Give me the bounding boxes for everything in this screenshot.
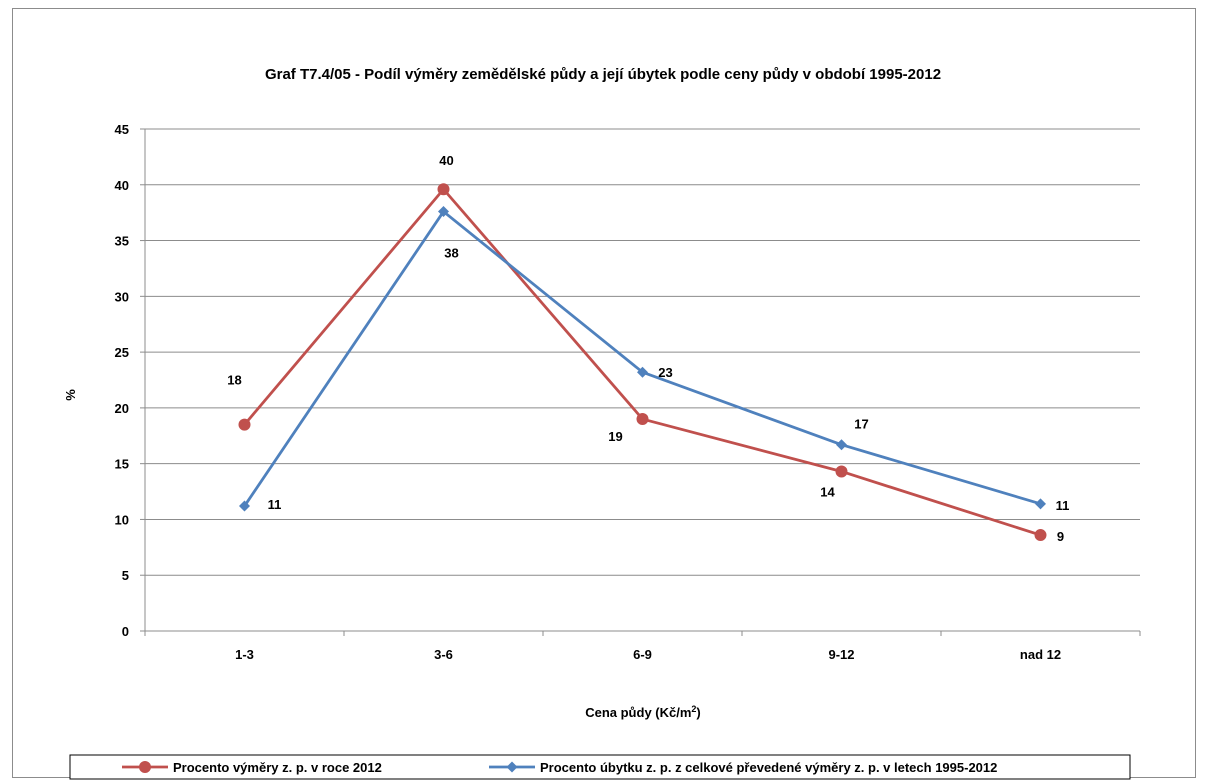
y-tick-label: 0: [122, 624, 129, 639]
y-tick-label: 25: [115, 345, 129, 360]
legend-item-1: Procento výměry z. p. v roce 2012: [122, 760, 382, 775]
x-tick-label: 6-9: [633, 647, 652, 662]
legend: Procento výměry z. p. v roce 2012 Procent…: [69, 754, 1131, 780]
y-tick-label: 15: [115, 457, 129, 472]
y-axis-label: %: [63, 389, 78, 401]
series-1: 18 40 19 14 9: [227, 153, 1064, 544]
y-tick-label: 45: [115, 122, 129, 137]
chart-title: Graf T7.4/05 - Podíl výměry zemědělské p…: [265, 66, 941, 83]
data-point: [637, 366, 648, 378]
x-tick-label: 1-3: [235, 647, 254, 662]
data-point: [437, 183, 450, 196]
legend-marker: [506, 761, 518, 773]
y-tick-label: 10: [115, 512, 129, 527]
data-point: [636, 413, 649, 426]
legend-box: [69, 754, 1131, 780]
data-label: 18: [227, 373, 241, 388]
data-label: 9: [1057, 529, 1064, 544]
x-axis-label: Cena půdy (Kč/m2): [585, 704, 701, 720]
legend-label: Procento výměry z. p. v roce 2012: [173, 760, 382, 775]
data-label: 38: [444, 246, 458, 261]
x-tick-label: 3-6: [434, 647, 453, 662]
y-tick-label: 40: [115, 178, 129, 193]
chart-frame: [12, 8, 1196, 778]
data-point: [835, 465, 848, 478]
legend-item-2: Procento úbytku z. p. z celkové převeden…: [489, 760, 997, 775]
series-line: [243, 187, 1041, 537]
x-tick-label: nad 12: [1020, 647, 1061, 662]
y-tick-label: 35: [115, 234, 129, 249]
tick-labels: 0 5 10 15 20 25 30 35 40 45 1-3 3-6 6-9 9-12 nad 12: [115, 122, 1062, 662]
series-group: 18 40 19 14 9 11 38 23 17 11: [227, 153, 1069, 544]
data-point: [438, 206, 449, 218]
data-label: 40: [439, 153, 453, 168]
legend-label: Procento úbytku z. p. z celkové převeden…: [540, 760, 997, 775]
data-label: 11: [268, 497, 282, 512]
data-label: 17: [854, 417, 868, 432]
data-point: [1035, 498, 1046, 510]
data-point: [239, 500, 250, 512]
legend-marker: [139, 761, 151, 773]
data-label: 14: [820, 484, 835, 499]
y-tick-label: 20: [115, 401, 129, 416]
gridlines: [145, 128, 1140, 576]
x-tick-label: 9-12: [828, 647, 854, 662]
data-label: 11: [1056, 498, 1070, 513]
series-line: [243, 210, 1041, 507]
data-label: 19: [608, 429, 622, 444]
axes: [140, 128, 1141, 636]
y-tick-label: 5: [122, 568, 129, 583]
data-label: 23: [658, 365, 672, 380]
series-2: 11 38 23 17 11: [239, 206, 1069, 513]
data-point: [238, 418, 251, 431]
y-tick-label: 30: [115, 289, 129, 304]
data-point: [836, 439, 847, 451]
data-point: [1034, 529, 1047, 542]
